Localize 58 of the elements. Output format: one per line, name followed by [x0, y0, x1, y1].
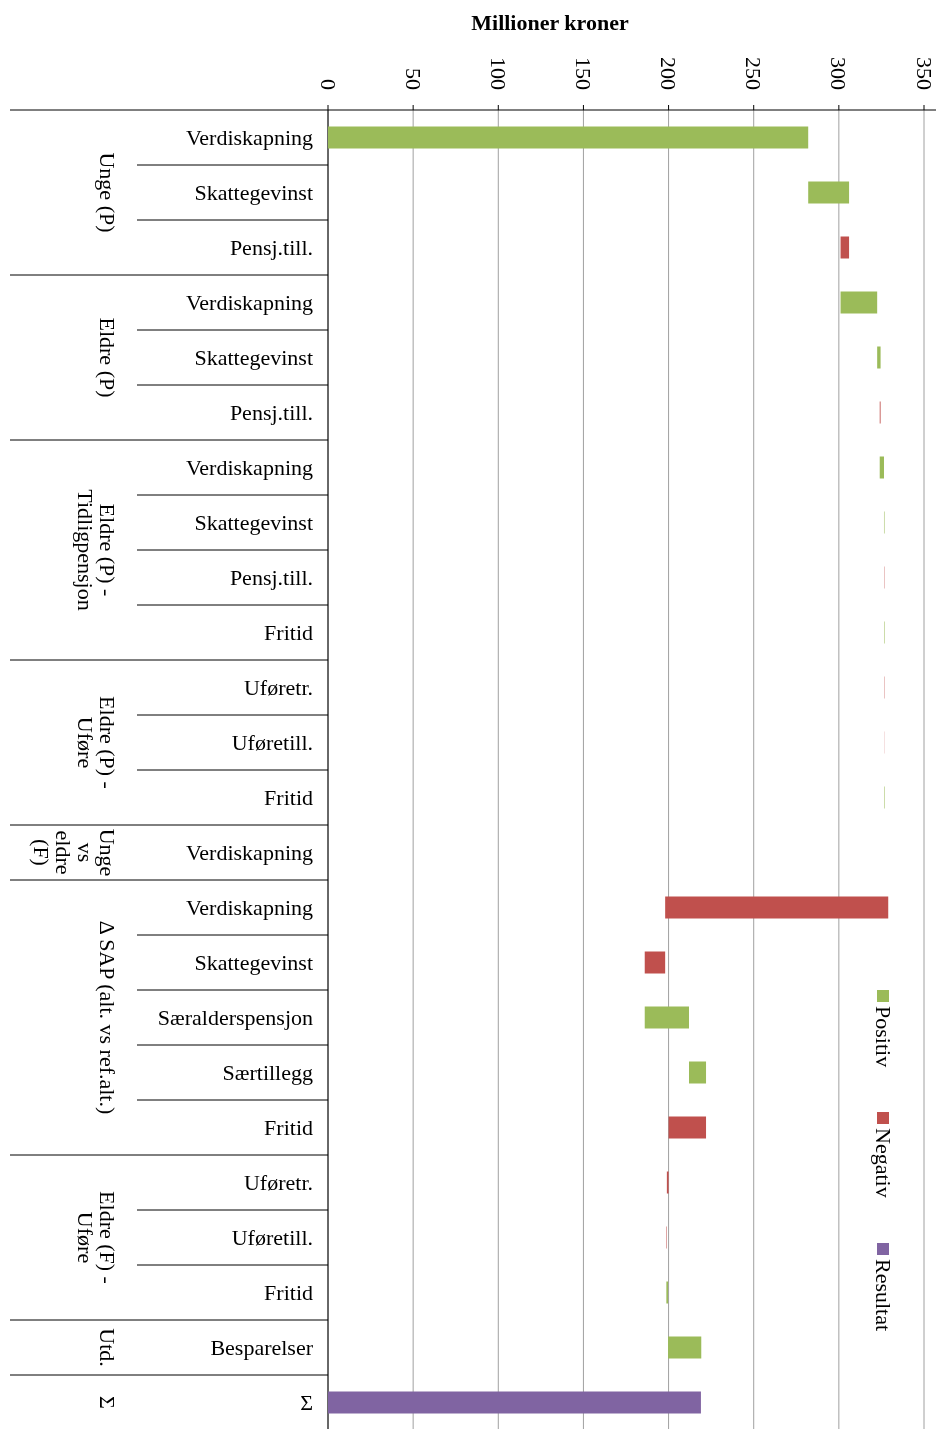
bar — [328, 126, 809, 149]
y-tick-label: Pensj.till. — [229, 235, 313, 260]
bar — [665, 896, 889, 919]
bar — [668, 1116, 707, 1139]
y-tick-label: Skattegevinst — [194, 180, 313, 205]
y-tick-label: Uføretr. — [243, 675, 313, 700]
legend-label: Negativ — [870, 1128, 896, 1198]
y-tick-label: Σ — [300, 1390, 313, 1415]
y-tick-label: Verdiskapning — [185, 895, 313, 920]
y-tick-label: Skattegevinst — [194, 345, 313, 370]
text: Eldre (F) - Uføre — [73, 1191, 120, 1284]
x-tick-label: 250 — [741, 57, 767, 90]
legend-label: Resultat — [870, 1259, 896, 1332]
y-tick-label: Besparelser — [210, 1335, 314, 1360]
legend-label: Positiv — [870, 1006, 896, 1068]
y-tick-label: Fritid — [264, 1115, 313, 1140]
y-tick-label: Skattegevinst — [194, 510, 313, 535]
text: Eldre (P) - Tidligpensjon — [73, 489, 120, 611]
bar — [879, 456, 884, 479]
x-tick-label: 0 — [315, 79, 341, 90]
x-tick-label: 50 — [400, 68, 426, 90]
text: Σ — [95, 1396, 120, 1409]
y-tick-label: Uføretr. — [243, 1170, 313, 1195]
bar — [840, 236, 850, 259]
bar — [808, 181, 850, 204]
y-tick-label: Fritid — [264, 620, 313, 645]
text: Utd. — [95, 1328, 120, 1367]
y-tick-label: Verdiskapning — [185, 290, 313, 315]
bar — [668, 1336, 702, 1359]
y-tick-label: Pensj.till. — [229, 400, 313, 425]
text: Unge vs eldre (F) — [29, 828, 120, 877]
x-tick-label: 350 — [911, 57, 936, 90]
x-tick-label: 200 — [656, 57, 682, 90]
bar — [644, 951, 666, 974]
y-tick-label: Verdiskapning — [185, 840, 313, 865]
text: Eldre (P) - Uføre — [73, 696, 120, 789]
y-tick-label: Verdiskapning — [185, 125, 313, 150]
bar — [840, 291, 878, 314]
x-tick-label: 150 — [570, 57, 596, 90]
x-tick-label: 100 — [485, 57, 511, 90]
bar — [328, 1391, 701, 1414]
y-tick-label: Særtillegg — [222, 1060, 313, 1085]
y-tick-label: Uføretill. — [231, 730, 313, 755]
text: Δ SAP (alt. vs ref.alt.) — [95, 920, 120, 1115]
bar — [644, 1006, 690, 1029]
y-tick-label: Fritid — [264, 785, 313, 810]
y-tick-label: Verdiskapning — [185, 455, 313, 480]
y-tick-label: Pensj.till. — [229, 565, 313, 590]
x-tick-label: 300 — [826, 57, 852, 90]
text: Eldre (P) — [95, 317, 120, 398]
bar — [877, 346, 881, 369]
y-tick-label: Særalderspensjon — [157, 1005, 313, 1030]
y-tick-label: Uføretill. — [231, 1225, 313, 1250]
y-tick-label: Skattegevinst — [194, 950, 313, 975]
bar — [689, 1061, 707, 1084]
y-tick-label: Fritid — [264, 1280, 313, 1305]
text: Unge (P) — [95, 152, 120, 233]
x-axis-title: Millioner kroner — [471, 10, 629, 35]
